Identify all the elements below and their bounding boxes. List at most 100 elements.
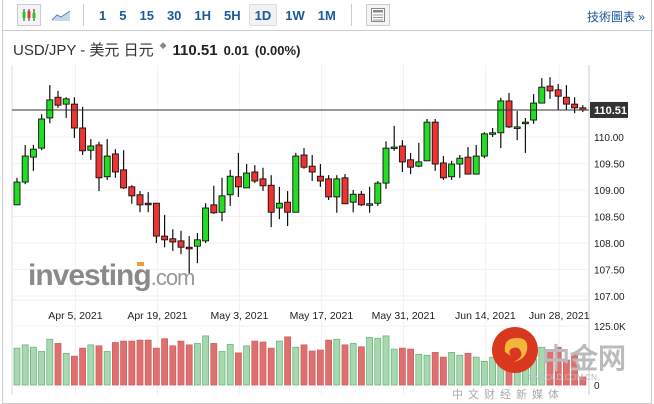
candle bbox=[407, 152, 415, 175]
interval-30[interactable]: 30 bbox=[166, 7, 182, 23]
candle bbox=[390, 125, 398, 151]
candle bbox=[349, 190, 357, 213]
candle bbox=[161, 214, 169, 248]
candle bbox=[472, 144, 480, 175]
volume-bar bbox=[439, 356, 447, 386]
candle bbox=[111, 149, 119, 178]
volume-bar bbox=[390, 348, 398, 386]
candle-body bbox=[325, 178, 333, 198]
candle-body bbox=[316, 175, 324, 182]
candle bbox=[357, 191, 365, 206]
volume-bar bbox=[87, 344, 95, 386]
candle-body bbox=[193, 239, 201, 247]
volume-bar bbox=[185, 344, 193, 386]
candle bbox=[513, 111, 521, 141]
candle-body bbox=[234, 176, 242, 188]
volume-bar bbox=[472, 356, 480, 386]
candle-body bbox=[423, 121, 431, 162]
volume-bar bbox=[341, 344, 349, 386]
cngold-watermark-slogan: 中文财经新媒体 bbox=[452, 387, 564, 401]
volume-bar bbox=[554, 346, 562, 386]
y-tick-label: 109.00 bbox=[594, 186, 625, 197]
candle-body bbox=[300, 154, 308, 168]
candle-body bbox=[292, 155, 300, 213]
candle bbox=[456, 155, 464, 178]
interval-5h[interactable]: 5H bbox=[224, 7, 241, 23]
interval-selector: 1 5 15 30 1H 5H 1D 1W 1M bbox=[94, 4, 341, 26]
area-chart-icon[interactable] bbox=[49, 4, 73, 26]
interval-15[interactable]: 15 bbox=[139, 7, 154, 23]
table-icon[interactable] bbox=[365, 4, 390, 26]
candle bbox=[185, 236, 193, 274]
candle bbox=[46, 85, 54, 124]
candle-body bbox=[251, 171, 259, 182]
technical-chart-link[interactable]: 技術圖表 » bbox=[586, 10, 645, 24]
candle-body bbox=[530, 102, 538, 121]
interval-1m[interactable]: 1M bbox=[317, 7, 336, 23]
volume-bar bbox=[46, 338, 54, 386]
volume-bar bbox=[415, 353, 423, 386]
x-tick-label: May 31, 2021 bbox=[372, 310, 436, 322]
volume-bar bbox=[218, 351, 226, 386]
candle bbox=[95, 141, 103, 192]
volume-axis-label: 125.0K bbox=[594, 322, 626, 333]
candle-body bbox=[480, 133, 488, 157]
volume-bar bbox=[563, 359, 570, 386]
candle bbox=[341, 174, 349, 205]
candle-body bbox=[398, 145, 406, 163]
last-price: 110.51 bbox=[172, 42, 218, 59]
interval-1h[interactable]: 1H bbox=[194, 7, 212, 23]
volume-bar bbox=[95, 345, 103, 386]
volume-bar bbox=[29, 346, 37, 386]
volume-bar bbox=[21, 344, 29, 386]
candle-body bbox=[349, 193, 357, 203]
candle-body bbox=[136, 194, 144, 206]
cngold-logo-icon bbox=[492, 327, 538, 373]
candle-body bbox=[366, 203, 374, 206]
candle bbox=[284, 191, 292, 227]
candle bbox=[497, 97, 505, 149]
candle bbox=[554, 84, 562, 110]
volume-bar bbox=[71, 355, 78, 386]
candle-body bbox=[308, 165, 316, 173]
volume-bar bbox=[456, 354, 464, 386]
investing-watermark-suffix: .com bbox=[151, 265, 195, 290]
candle-body bbox=[333, 178, 341, 198]
candle-body bbox=[79, 127, 87, 152]
candle-body bbox=[448, 163, 456, 178]
volume-bar bbox=[325, 339, 333, 386]
candle bbox=[275, 186, 283, 220]
interval-1d[interactable]: 1D bbox=[248, 4, 278, 26]
y-tick-label: 108.00 bbox=[594, 239, 625, 250]
candle bbox=[489, 127, 497, 137]
volume-bar bbox=[480, 360, 488, 386]
candle bbox=[292, 152, 300, 213]
volume-bar bbox=[13, 347, 21, 386]
x-tick-label: Apr 5, 2021 bbox=[48, 310, 102, 322]
candle-body bbox=[554, 89, 562, 97]
candle bbox=[546, 77, 554, 99]
candle bbox=[505, 93, 513, 128]
candle bbox=[382, 141, 390, 189]
volume-bar bbox=[398, 347, 406, 386]
candle-body bbox=[382, 147, 390, 184]
volume-axis-label: 0 bbox=[594, 381, 600, 392]
volume-bar bbox=[226, 344, 234, 386]
candle-body bbox=[120, 169, 128, 189]
candle-body bbox=[259, 178, 267, 187]
interval-1w[interactable]: 1W bbox=[285, 7, 305, 23]
interval-5[interactable]: 5 bbox=[119, 7, 127, 23]
interval-1[interactable]: 1 bbox=[99, 7, 107, 23]
volume-bar bbox=[316, 349, 324, 386]
price-change-percent: (0.00%) bbox=[254, 43, 301, 58]
candle bbox=[267, 175, 275, 228]
candlestick-icon[interactable] bbox=[17, 4, 41, 26]
candle-body bbox=[38, 118, 46, 149]
volume-bar bbox=[275, 340, 283, 386]
volume-bar bbox=[300, 344, 308, 386]
candle-body bbox=[103, 155, 111, 178]
y-tick-label: 110.00 bbox=[594, 133, 624, 144]
volume-bar bbox=[423, 354, 431, 386]
candle-body bbox=[169, 238, 177, 243]
